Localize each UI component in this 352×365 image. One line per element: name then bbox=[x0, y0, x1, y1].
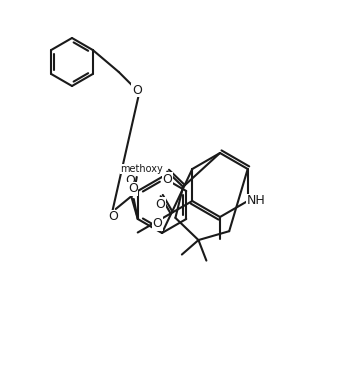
Text: O: O bbox=[128, 182, 138, 196]
Text: O: O bbox=[132, 84, 142, 96]
Text: O: O bbox=[108, 211, 118, 223]
Text: O: O bbox=[152, 217, 162, 230]
Text: O: O bbox=[125, 174, 135, 188]
Text: NH: NH bbox=[246, 195, 265, 207]
Text: O: O bbox=[162, 173, 172, 186]
Text: methoxy: methoxy bbox=[120, 164, 163, 174]
Text: O: O bbox=[156, 198, 165, 211]
